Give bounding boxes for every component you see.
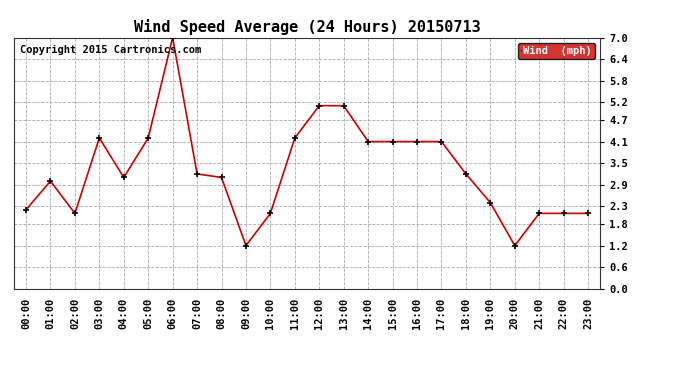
Text: Copyright 2015 Cartronics.com: Copyright 2015 Cartronics.com — [19, 45, 201, 55]
Title: Wind Speed Average (24 Hours) 20150713: Wind Speed Average (24 Hours) 20150713 — [134, 19, 480, 35]
Legend: Wind  (mph): Wind (mph) — [518, 43, 595, 59]
